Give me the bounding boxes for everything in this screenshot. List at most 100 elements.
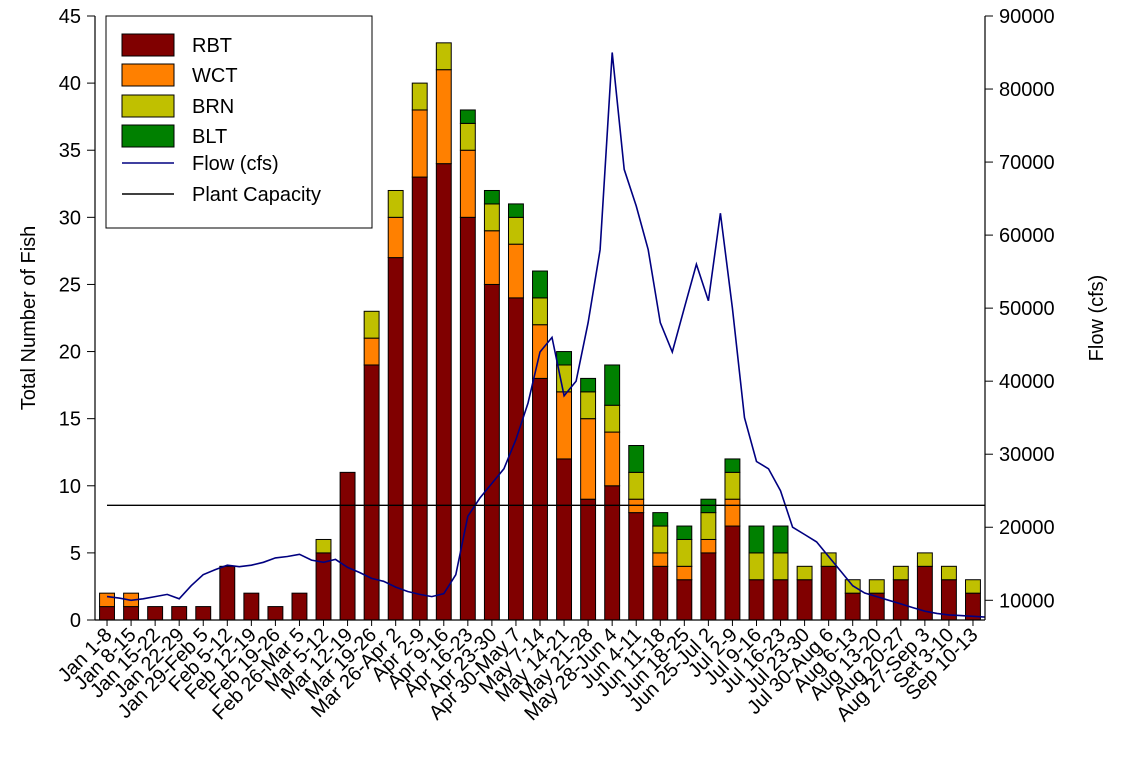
- bar-brn-18: [532, 297, 548, 326]
- bar-brn-15: [459, 122, 476, 151]
- bar-brn-27: [748, 552, 765, 581]
- bar-rbt-29: [796, 579, 813, 621]
- bar-rbt-17: [507, 297, 524, 621]
- legend: RBT WCT BRN BLT Flow (cfs) Plant Capacit…: [105, 15, 373, 229]
- bar-brn-14: [435, 42, 452, 71]
- bar-blt-26: [724, 458, 741, 473]
- y2-tick-label: 70000: [999, 152, 1055, 174]
- legend-label-blt: BLT: [192, 126, 227, 148]
- y2-tick-label: 90000: [999, 6, 1055, 28]
- legend-swatch-wct: [121, 63, 175, 87]
- bar-brn-12: [387, 189, 404, 218]
- bar-blt-15: [459, 109, 476, 124]
- bar-wct-19: [556, 391, 573, 460]
- bar-brn-32: [868, 579, 885, 594]
- bar-rbt-25: [700, 552, 717, 621]
- bar-blt-27: [748, 525, 765, 554]
- bar-brn-23: [652, 525, 669, 554]
- bar-brn-24: [676, 538, 693, 567]
- bar-rbt-16: [483, 283, 500, 621]
- bar-blt-24: [676, 525, 693, 540]
- bar-rbt-1: [123, 606, 140, 621]
- bar-blt-23: [652, 512, 669, 527]
- bar-blt-20: [580, 377, 597, 393]
- bar-brn-33: [892, 565, 909, 581]
- legend-label-wct: WCT: [192, 65, 238, 87]
- bar-brn-28: [772, 552, 789, 581]
- y-tick-label: 35: [59, 140, 81, 162]
- bar-brn-29: [796, 565, 813, 581]
- bar-rbt-18: [532, 377, 548, 621]
- legend-label-brn: BRN: [192, 96, 234, 118]
- bar-wct-13: [411, 109, 428, 178]
- y2-tick-label: 80000: [999, 79, 1055, 101]
- bar-brn-21: [604, 404, 621, 433]
- bar-wct-11: [363, 337, 380, 366]
- bar-brn-35: [940, 565, 957, 581]
- y-tick-label: 15: [59, 409, 81, 431]
- y2-tick-label: 30000: [999, 444, 1055, 466]
- bar-blt-17: [507, 203, 524, 218]
- bar-wct-23: [652, 552, 669, 567]
- bar-brn-13: [411, 82, 428, 111]
- y-tick-label: 40: [59, 73, 81, 95]
- bar-rbt-20: [580, 498, 597, 621]
- bar-rbt-27: [748, 579, 765, 621]
- bar-rbt-33: [892, 579, 909, 621]
- legend-swatch-brn: [121, 94, 175, 118]
- y-tick-label: 30: [59, 207, 81, 229]
- bar-rbt-15: [459, 216, 476, 621]
- bar-rbt-19: [556, 458, 573, 621]
- bar-brn-34: [916, 552, 933, 567]
- bar-wct-17: [507, 243, 524, 299]
- bar-brn-20: [580, 391, 597, 420]
- bar-brn-30: [820, 552, 837, 567]
- bar-rbt-12: [387, 257, 404, 621]
- bar-rbt-7: [267, 606, 284, 621]
- bar-rbt-10: [339, 471, 356, 621]
- bar-brn-22: [628, 471, 645, 500]
- y2-tick-label: 10000: [999, 590, 1055, 612]
- bar-rbt-22: [628, 512, 645, 621]
- bar-blt-16: [483, 189, 500, 205]
- y-tick-label: 45: [59, 6, 81, 28]
- flow-layer: [106, 52, 986, 618]
- bar-blt-21: [604, 364, 621, 406]
- bar-rbt-0: [99, 606, 115, 621]
- bar-wct-26: [724, 498, 741, 527]
- bar-blt-18: [532, 270, 548, 299]
- legend-swatch-blt: [121, 124, 175, 148]
- bar-wct-25: [700, 538, 717, 554]
- y-tick-label: 20: [59, 342, 81, 364]
- bar-wct-20: [580, 418, 597, 500]
- y2-tick-label: 40000: [999, 371, 1055, 393]
- bar-wct-12: [387, 216, 404, 259]
- y-tick-label: 5: [70, 543, 81, 565]
- bar-brn-9: [315, 538, 332, 554]
- bar-blt-28: [772, 525, 789, 554]
- bar-brn-11: [363, 310, 380, 339]
- bar-wct-15: [459, 149, 476, 218]
- bar-rbt-31: [844, 592, 861, 621]
- bar-wct-14: [435, 69, 452, 165]
- bar-rbt-28: [772, 579, 789, 621]
- bar-rbt-14: [435, 163, 452, 621]
- bar-blt-19: [556, 351, 573, 366]
- bar-rbt-2: [147, 606, 164, 621]
- bar-brn-17: [507, 216, 524, 245]
- y-tick-label: 10: [59, 476, 81, 498]
- bar-rbt-6: [243, 592, 260, 621]
- bar-rbt-13: [411, 176, 428, 621]
- y-tick-label: 25: [59, 274, 81, 296]
- y-tick-label: 0: [70, 610, 81, 632]
- bar-wct-24: [676, 565, 693, 581]
- legend-label-plant-capacity: Plant Capacity: [192, 184, 321, 206]
- flow-line: [106, 52, 986, 618]
- bar-rbt-24: [676, 579, 693, 621]
- bar-wct-0: [99, 592, 115, 608]
- y2-tick-label: 50000: [999, 298, 1055, 320]
- bar-rbt-11: [363, 364, 380, 621]
- bar-brn-36: [965, 579, 981, 594]
